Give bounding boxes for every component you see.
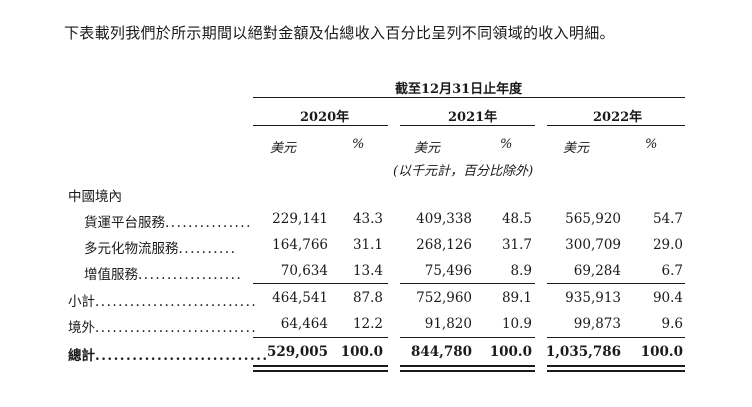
cell-usd-2022: 935,913 [565, 290, 621, 306]
total-rule-2022 [547, 337, 685, 338]
cell-usd-2021: 75,496 [424, 263, 472, 279]
cell-pct-2021: 10.9 [501, 316, 532, 332]
cell-pct-2021: 48.5 [501, 211, 532, 227]
cell-usd-2021: 268,126 [416, 237, 472, 253]
cell-usd-2022: 565,920 [565, 211, 621, 227]
row-label: 貨運平台服務............... [84, 215, 252, 231]
section-label-domestic: 中國境內 [68, 189, 122, 205]
row-label: 總計............................ [68, 348, 269, 364]
cell-usd-2022: 69,284 [573, 263, 621, 279]
cell-pct-2021: 100.0 [489, 344, 532, 360]
subtotal-rule-2020 [253, 283, 388, 284]
row-label: 增值服務.................. [84, 267, 243, 283]
cell-pct-2020: 43.3 [352, 211, 383, 227]
cell-pct-2020: 13.4 [352, 263, 383, 279]
cell-pct-2022: 29.0 [652, 237, 683, 253]
year-2021-rule [400, 125, 535, 126]
cell-usd-2021: 844,780 [410, 344, 472, 360]
unit-note: (以千元計，百分比除外) [393, 164, 534, 179]
double-rule-top-2021 [400, 365, 535, 367]
cell-pct-2022: 6.7 [661, 263, 683, 279]
cell-pct-2022: 90.4 [652, 290, 683, 306]
cell-usd-2022: 1,035,786 [545, 344, 621, 360]
header-rule [253, 97, 685, 98]
cell-pct-2020: 100.0 [340, 344, 383, 360]
double-rule-top-2020 [253, 365, 388, 367]
cell-usd-2021: 752,960 [416, 290, 472, 306]
cell-usd-2020: 64,464 [280, 316, 328, 332]
pct-2021-header: % [500, 137, 513, 152]
subtotal-rule-2022 [547, 283, 685, 284]
cell-usd-2021: 91,820 [424, 316, 472, 332]
cell-pct-2021: 31.7 [501, 237, 532, 253]
cell-usd-2020: 164,766 [272, 237, 328, 253]
cell-usd-2021: 409,338 [416, 211, 472, 227]
row-label: 小計............................ [68, 294, 258, 310]
double-rule-top-2022 [547, 365, 685, 367]
cell-pct-2020: 12.2 [352, 316, 383, 332]
total-rule-2020 [253, 337, 388, 338]
year-2020-rule [253, 125, 388, 126]
usd-2020-header: 美元 [270, 141, 297, 156]
cell-pct-2021: 89.1 [501, 290, 532, 306]
double-rule-bottom-2020 [253, 370, 388, 372]
cell-usd-2020: 464,541 [272, 290, 328, 306]
pct-2022-header: % [645, 137, 658, 152]
year-2022-header: 2022年 [593, 110, 643, 125]
year-2020-header: 2020年 [300, 110, 350, 125]
double-rule-bottom-2022 [547, 370, 685, 372]
year-2021-header: 2021年 [448, 110, 498, 125]
intro-text: 下表載列我們於所示期間以絕對金額及佔總收入百分比呈列不同領域的收入明細。 [64, 24, 615, 42]
cell-pct-2022: 9.6 [661, 316, 683, 332]
cell-usd-2020: 529,005 [266, 344, 328, 360]
pct-2020-header: % [352, 137, 365, 152]
cell-usd-2020: 70,634 [280, 263, 328, 279]
total-rule-2021 [400, 337, 535, 338]
period-header: 截至12月31日止年度 [395, 82, 523, 97]
usd-2021-header: 美元 [414, 141, 441, 156]
year-2022-rule [547, 125, 685, 126]
cell-pct-2020: 87.8 [352, 290, 383, 306]
row-label: 境外............................ [68, 320, 258, 336]
row-label: 多元化物流服務.......... [84, 241, 237, 257]
cell-pct-2020: 31.1 [352, 237, 383, 253]
cell-usd-2020: 229,141 [272, 211, 328, 227]
double-rule-bottom-2021 [400, 370, 535, 372]
cell-pct-2022: 100.0 [640, 344, 683, 360]
cell-usd-2022: 300,709 [565, 237, 621, 253]
subtotal-rule-2021 [400, 283, 535, 284]
cell-pct-2021: 8.9 [510, 263, 532, 279]
usd-2022-header: 美元 [563, 141, 590, 156]
cell-pct-2022: 54.7 [652, 211, 683, 227]
cell-usd-2022: 99,873 [573, 316, 621, 332]
